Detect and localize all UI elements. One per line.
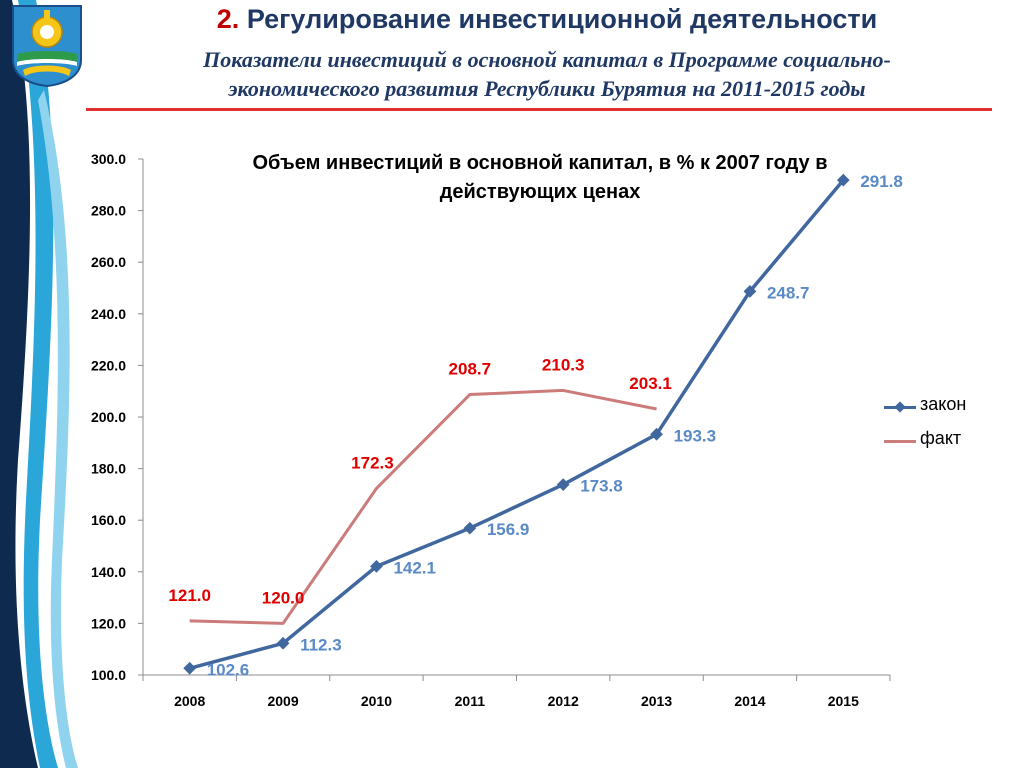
data-label-fakt: 210.3 [542,355,585,374]
data-label-zakon: 112.3 [300,635,342,654]
legend-diamond-icon [894,401,906,413]
data-label-zakon: 156.9 [487,520,530,539]
data-label-fakt: 208.7 [449,360,492,379]
legend-label-zakon: закон [920,394,967,414]
data-label-zakon: 173.8 [580,477,623,496]
x-tick-label: 2009 [267,693,298,709]
series-line-fakt [189,388,657,625]
legend-label-fakt: факт [920,428,962,448]
series-line-zakon [189,179,845,670]
x-tick-label: 2012 [548,693,579,709]
y-tick-label: 100.0 [91,667,126,683]
y-tick-label: 220.0 [91,357,126,373]
chart-title-line-1: Объем инвестиций в основной капитал, в %… [252,152,828,174]
data-label-zakon: 102.6 [207,660,250,679]
y-tick-label: 280.0 [91,203,126,219]
legend-item-fakt: факт [884,428,1004,462]
x-tick-label: 2015 [828,693,859,709]
y-tick-label: 140.0 [91,564,126,580]
slide-title-text: Регулирование инвестиционной деятельност… [246,4,878,34]
y-tick-label: 300.0 [91,151,126,167]
slide-subtitle-line-2: экономического развития Республики Бурят… [228,76,866,101]
x-tick-label: 2014 [734,693,765,709]
slide-subtitle: Показатели инвестиций в основной капитал… [90,45,1004,103]
x-tick-label: 2011 [455,693,486,709]
y-tick-label: 120.0 [91,615,126,631]
x-tick-label: 2013 [641,693,672,709]
point-zakon [556,478,570,491]
x-tick-label: 2008 [174,693,205,709]
slide-title: 2. Регулирование инвестиционной деятельн… [100,4,994,35]
point-zakon [183,661,197,675]
y-tick-label: 160.0 [91,512,126,528]
data-label-zakon: 291.8 [860,172,903,191]
x-tick-label: 2010 [361,693,392,709]
y-tick-label: 200.0 [91,409,126,425]
data-label-fakt: 172.3 [351,453,394,472]
title-divider [86,108,992,111]
data-label-fakt: 121.0 [168,586,211,605]
slide-subtitle-line-1: Показатели инвестиций в основной капитал… [203,47,891,72]
y-tick-label: 240.0 [91,306,126,322]
emblem-icon [9,4,85,88]
point-zakon [463,521,477,535]
data-label-zakon: 193.3 [674,426,717,445]
legend-item-zakon: закон [884,394,1004,428]
chart-title-line-2: действующих ценах [439,181,641,203]
legend-line-fakt [884,440,916,443]
data-label-zakon: 142.1 [393,558,436,577]
slide-title-number: 2. [216,4,240,34]
data-label-zakon: 248.7 [767,283,810,302]
y-tick-label: 260.0 [91,254,126,270]
y-tick-label: 180.0 [91,461,126,477]
chart-legend: закон факт [884,394,1004,462]
data-label-fakt: 120.0 [262,588,305,607]
data-label-fakt: 203.1 [629,374,672,393]
chart-title: Объем инвестиций в основной капитал, в %… [190,149,890,207]
